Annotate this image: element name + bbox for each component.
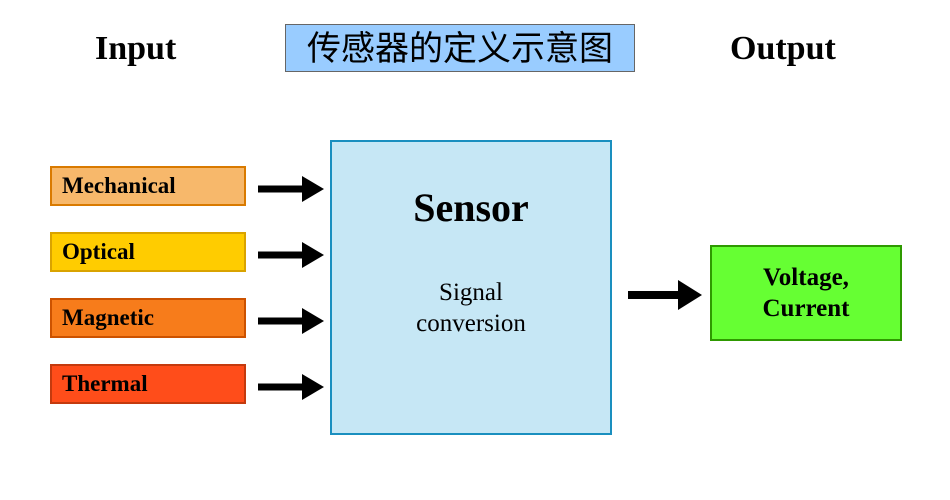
input-label: Thermal <box>62 371 148 397</box>
input-header: Input <box>95 30 176 68</box>
arrow-icon <box>258 374 324 400</box>
input-box-thermal: Thermal <box>50 364 246 404</box>
output-line1: Voltage, <box>762 262 849 293</box>
sensor-box: Sensor Signal conversion <box>330 140 612 435</box>
output-line2: Current <box>762 293 849 324</box>
arrow-icon <box>258 242 324 268</box>
input-label: Optical <box>62 239 135 265</box>
input-label: Magnetic <box>62 305 154 331</box>
title-text: 传感器的定义示意图 <box>307 30 613 68</box>
input-label: Mechanical <box>62 173 176 199</box>
sensor-title: Sensor <box>332 184 610 231</box>
input-header-text: Input <box>95 30 176 67</box>
input-box-mechanical: Mechanical <box>50 166 246 206</box>
arrow-icon <box>628 280 702 310</box>
sensor-subtitle: Signal conversion <box>332 277 610 340</box>
arrow-icon <box>258 308 324 334</box>
input-box-magnetic: Magnetic <box>50 298 246 338</box>
sensor-sub-line1: Signal <box>332 277 610 308</box>
title-box: 传感器的定义示意图 <box>285 24 635 72</box>
arrow-icon <box>258 176 324 202</box>
input-box-optical: Optical <box>50 232 246 272</box>
output-box: Voltage, Current <box>710 245 902 341</box>
output-header-text: Output <box>730 30 836 67</box>
sensor-sub-line2: conversion <box>332 308 610 339</box>
output-header: Output <box>730 30 836 68</box>
